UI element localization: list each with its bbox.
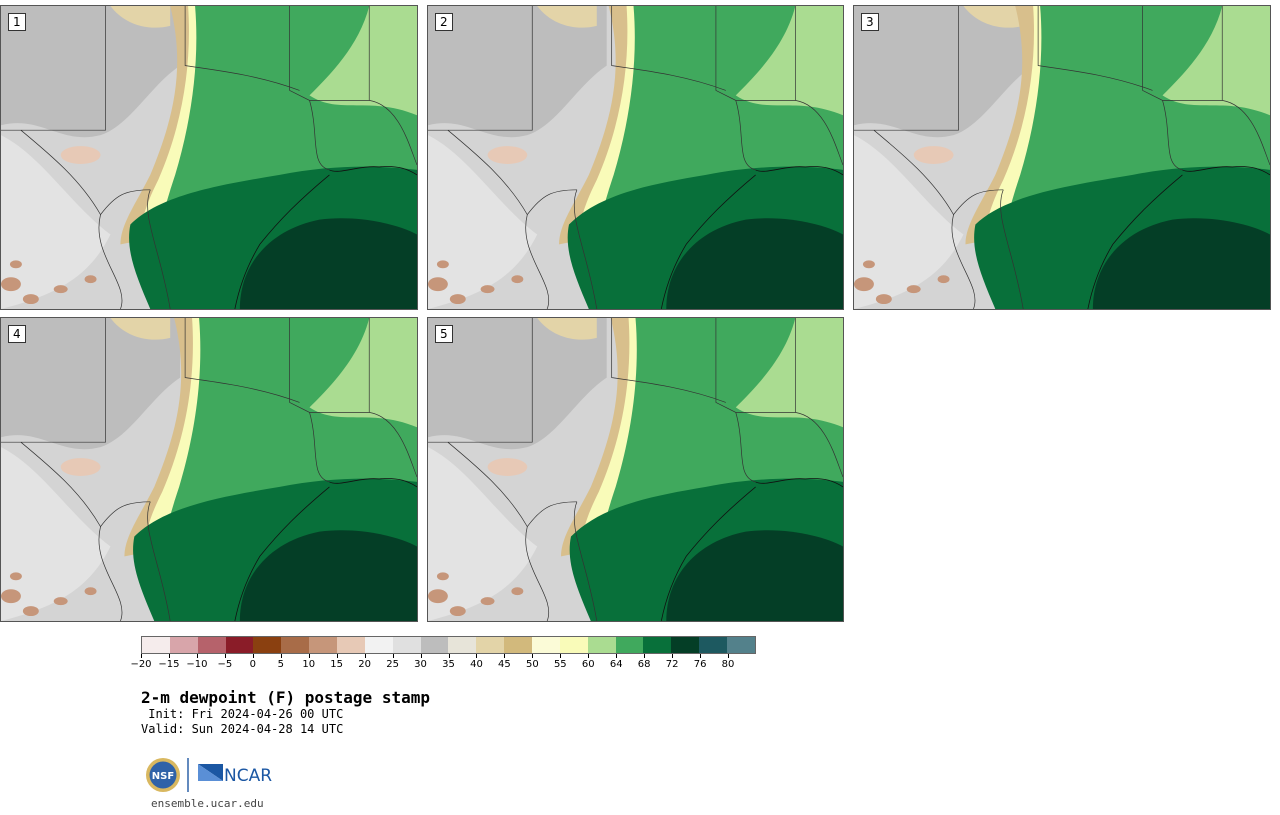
page-title: 2-m dewpoint (F) postage stamp	[141, 688, 430, 707]
colorbar-swatch	[532, 637, 560, 653]
colorbar-tick	[588, 654, 590, 658]
colorbar-tick-label: 76	[693, 659, 707, 670]
colorbar-tick	[168, 654, 170, 658]
colorbar-tick-label: 80	[721, 659, 735, 670]
colorbar-tick-label: 60	[581, 659, 595, 670]
colorbar-tick	[700, 654, 702, 658]
svg-text:NSF: NSF	[152, 771, 174, 782]
colorbar-tick	[644, 654, 646, 658]
colorbar-swatch	[169, 637, 198, 653]
colorbar-ticks: −20 −15 −10 −5 0 5 10 15 20 25 30 35 40 45 50 55 60 64 68 7…	[130, 654, 756, 674]
colorbar-swatch	[364, 637, 393, 653]
colorbar-swatch	[727, 637, 755, 653]
colorbar-swatch	[420, 637, 449, 653]
panel-label: 1	[8, 13, 26, 31]
init-time: Init: Fri 2024-04-26 00 UTC	[141, 707, 344, 721]
colorbar-swatch	[587, 637, 616, 653]
colorbar-tick	[448, 654, 450, 658]
map-panel-5: 5	[427, 317, 844, 622]
colorbar-swatch	[671, 637, 700, 653]
map-panel-3: 3	[853, 5, 1271, 310]
colorbar-tick	[728, 654, 730, 658]
colorbar-tick-label: −15	[158, 659, 180, 670]
logos: NSF NCAR	[144, 756, 284, 796]
colorbar-tick-label: 0	[249, 659, 256, 670]
colorbar-tick	[364, 654, 366, 658]
colorbar-tick-label: 35	[442, 659, 455, 670]
colorbar-tick	[532, 654, 534, 658]
colorbar-swatch	[559, 637, 588, 653]
colorbar-tick	[196, 654, 198, 658]
map-panel-2: 2	[427, 5, 844, 310]
colorbar-tick	[672, 654, 674, 658]
colorbar-tick-label: −20	[130, 659, 152, 670]
colorbar-tick	[252, 654, 254, 658]
dewpoint-map-1	[1, 6, 417, 309]
colorbar-swatch	[643, 637, 672, 653]
colorbar-tick-label: 45	[498, 659, 511, 670]
colorbar-swatch	[309, 637, 338, 653]
colorbar-swatch	[225, 637, 254, 653]
colorbar-tick-label: 5	[277, 659, 284, 670]
colorbar-tick	[224, 654, 226, 658]
colorbar-tick-label: 15	[330, 659, 344, 670]
colorbar-swatch	[476, 637, 505, 653]
colorbar-tick-label: 72	[665, 659, 679, 670]
dewpoint-map-5	[428, 318, 843, 621]
colorbar-swatch	[615, 637, 644, 653]
colorbar-tick-label: 40	[470, 659, 483, 670]
colorbar-tick	[141, 654, 142, 658]
colorbar-swatch	[253, 637, 282, 653]
colorbar-tick	[336, 654, 338, 658]
valid-time: Valid: Sun 2024-04-28 14 UTC	[141, 722, 344, 736]
colorbar-tick	[280, 654, 282, 658]
colorbar-swatch	[281, 637, 310, 653]
panel-label: 2	[435, 13, 453, 31]
colorbar-tick	[616, 654, 618, 658]
colorbar-tick	[504, 654, 506, 658]
panel-label: 3	[861, 13, 879, 31]
colorbar-swatch	[392, 637, 421, 653]
colorbar-tick-label: 10	[302, 659, 316, 670]
map-panel-1: 1	[0, 5, 418, 310]
panel-label: 4	[8, 325, 26, 343]
colorbar-tick-label: 25	[386, 659, 399, 670]
colorbar-swatch	[142, 637, 170, 653]
dewpoint-map-2	[428, 6, 843, 309]
dewpoint-map-4	[1, 318, 417, 621]
colorbar-tick-label: 30	[414, 659, 427, 670]
colorbar-tick	[308, 654, 310, 658]
nsf-logo: NSF	[146, 758, 180, 792]
colorbar-tick-label: 64	[609, 659, 623, 670]
panel-label: 5	[435, 325, 453, 343]
colorbar-swatch	[197, 637, 226, 653]
colorbar-tick	[560, 654, 562, 658]
colorbar-swatch	[337, 637, 365, 653]
map-panel-4: 4	[0, 317, 418, 622]
colorbar-tick	[420, 654, 422, 658]
colorbar-tick-label: −5	[217, 659, 233, 670]
colorbar-swatch	[504, 637, 533, 653]
colorbar-swatch	[448, 637, 477, 653]
colorbar-tick	[476, 654, 478, 658]
site-url: ensemble.ucar.edu	[151, 797, 264, 810]
colorbar-tick	[392, 654, 394, 658]
colorbar	[141, 636, 756, 654]
colorbar-tick-label: 20	[358, 659, 371, 670]
svg-text:NCAR: NCAR	[224, 766, 272, 786]
colorbar-tick-label: 68	[637, 659, 651, 670]
colorbar-tick-label: −10	[186, 659, 208, 670]
dewpoint-map-3	[854, 6, 1270, 309]
colorbar-tick-label: 55	[553, 659, 567, 670]
ncar-logo: NCAR	[198, 764, 272, 786]
colorbar-swatch	[699, 637, 728, 653]
colorbar-tick-label: 50	[525, 659, 539, 670]
